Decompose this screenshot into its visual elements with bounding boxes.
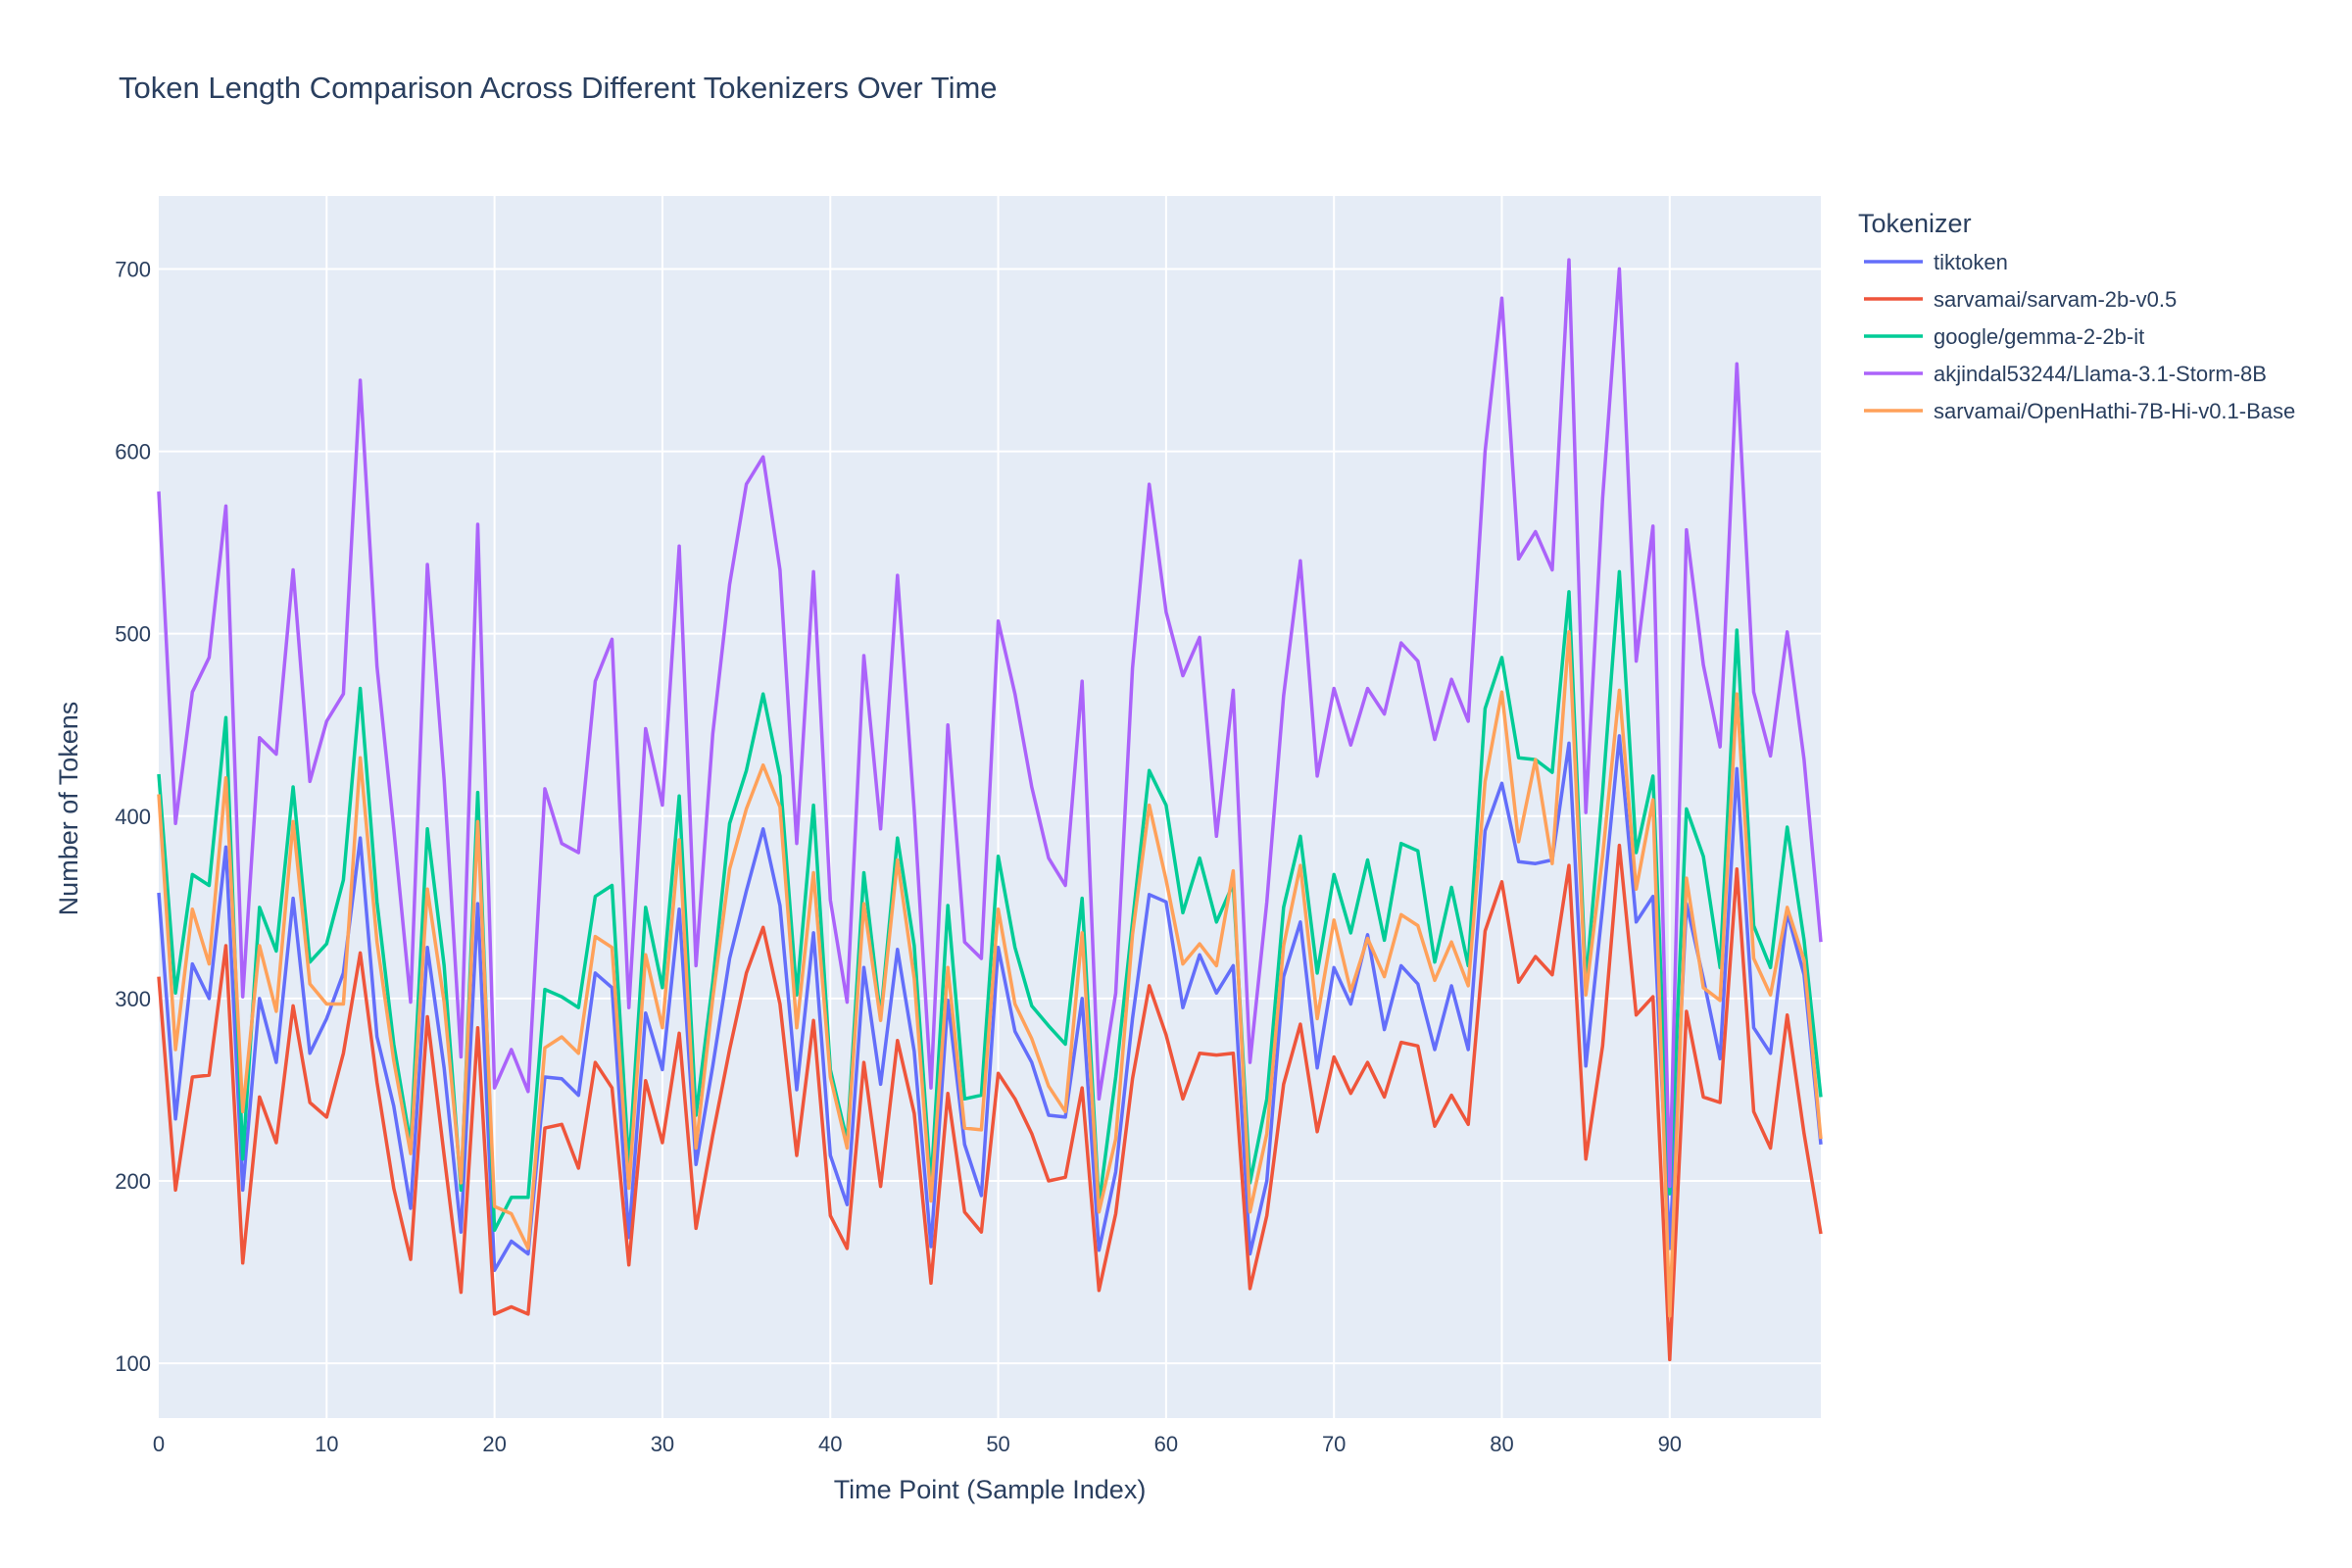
x-tick-label: 0 [153, 1432, 165, 1456]
y-tick-label: 300 [115, 987, 151, 1011]
series-line-3 [157, 258, 1823, 1189]
y-tick-label: 400 [115, 805, 151, 829]
x-tick-label: 20 [482, 1432, 506, 1456]
series-lines [157, 258, 1823, 1362]
y-axis-ticks: 100 200 300 400 500 600 700 [115, 257, 151, 1376]
y-tick-label: 500 [115, 622, 151, 647]
x-tick-label: 40 [818, 1432, 842, 1456]
x-tick-label: 30 [651, 1432, 674, 1456]
y-tick-label: 600 [115, 440, 151, 465]
x-axis-ticks: 0 10 20 30 40 50 60 70 80 90 [153, 1432, 1682, 1456]
legend-item[interactable]: sarvamai/sarvam-2b-v0.5 [1864, 287, 2177, 312]
x-tick-label: 90 [1658, 1432, 1682, 1456]
x-tick-label: 10 [315, 1432, 338, 1456]
series-line-4 [157, 630, 1823, 1318]
legend-item[interactable]: sarvamai/OpenHathi-7B-Hi-v0.1-Base [1864, 399, 2295, 423]
grid [159, 196, 1821, 1418]
x-axis-title: Time Point (Sample Index) [834, 1475, 1147, 1504]
x-tick-label: 80 [1490, 1432, 1513, 1456]
y-tick-label: 200 [115, 1169, 151, 1194]
legend-label: google/gemma-2-2b-it [1934, 324, 2144, 349]
x-tick-label: 60 [1154, 1432, 1178, 1456]
legend-title: Tokenizer [1858, 209, 1972, 238]
legend-label: sarvamai/sarvam-2b-v0.5 [1934, 287, 2177, 312]
series-line-2 [157, 569, 1823, 1233]
x-tick-label: 70 [1322, 1432, 1346, 1456]
legend-label: tiktoken [1934, 250, 2008, 274]
legend[interactable]: Tokenizer tiktoken sarvamai/sarvam-2b-v0.… [1858, 209, 2295, 423]
y-tick-label: 100 [115, 1351, 151, 1376]
y-axis-title: Number of Tokens [54, 702, 83, 916]
chart-title: Token Length Comparison Across Different… [119, 71, 998, 105]
legend-item[interactable]: tiktoken [1864, 250, 2008, 274]
y-tick-label: 700 [115, 257, 151, 281]
x-tick-label: 50 [986, 1432, 1009, 1456]
legend-item[interactable]: google/gemma-2-2b-it [1864, 324, 2144, 349]
legend-item[interactable]: akjindal53244/Llama-3.1-Storm-8B [1864, 362, 2267, 386]
legend-label: sarvamai/OpenHathi-7B-Hi-v0.1-Base [1934, 399, 2295, 423]
legend-label: akjindal53244/Llama-3.1-Storm-8B [1934, 362, 2267, 386]
series-line-1 [157, 843, 1823, 1362]
series-line-0 [157, 734, 1823, 1272]
